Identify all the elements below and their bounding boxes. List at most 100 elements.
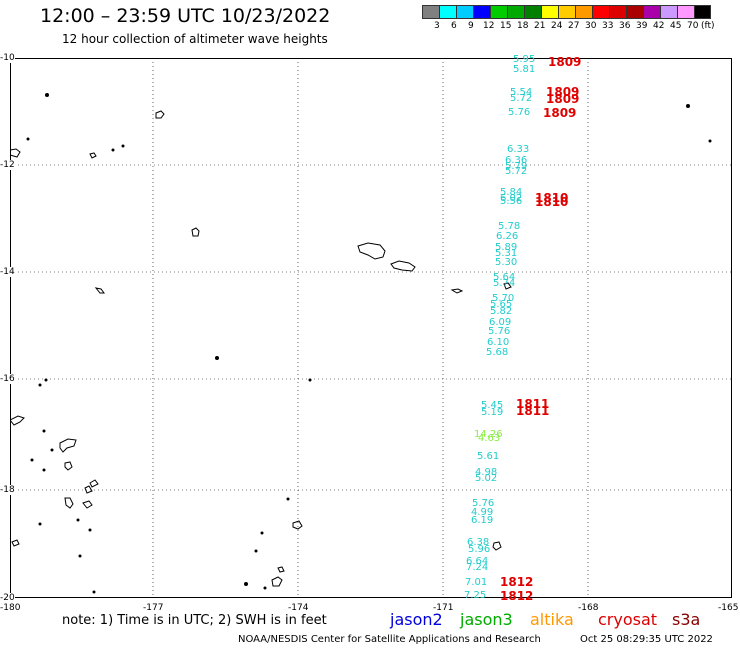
wave-height-value: 5.76 <box>508 107 531 118</box>
footer: NOAA/NESDIS Center for Satellite Applica… <box>238 634 713 645</box>
legend-label: 30 <box>585 21 597 31</box>
wave-height-value: 5.70 <box>492 293 515 304</box>
wave-height-value: 5.79 <box>505 161 528 172</box>
islet <box>708 139 712 143</box>
islet <box>88 528 92 532</box>
wave-height-value: 7.01 <box>465 577 488 588</box>
islet <box>254 549 258 553</box>
legend-swatch <box>541 5 558 19</box>
islet <box>286 497 290 501</box>
wave-height-value: 5.95 <box>513 54 536 65</box>
x-tick-label: -165 <box>718 603 739 613</box>
x-tick-label: -177 <box>143 603 164 613</box>
legend-swatch <box>677 5 694 19</box>
chart-title: 12:00 – 23:59 UTC 10/23/2022 <box>40 5 331 27</box>
islet <box>38 522 42 526</box>
y-tick-label: -16 <box>0 374 15 384</box>
legend-swatch <box>524 5 541 19</box>
island-outline <box>503 282 512 290</box>
pass-time-label: 1812 <box>500 575 534 589</box>
island-outline <box>82 500 93 509</box>
wave-height-value: 5.76 <box>488 326 511 337</box>
island-outline <box>89 152 97 159</box>
wave-height-value: 6.33 <box>507 144 530 155</box>
x-tick-label: -174 <box>288 603 309 613</box>
wave-height-value: 6.10 <box>487 337 510 348</box>
wave-height-value: 5.72 <box>505 166 528 177</box>
islet <box>78 554 82 558</box>
x-tick-label: -180 <box>0 603 21 613</box>
islet <box>50 448 54 452</box>
legend-label: 18 <box>517 21 529 31</box>
wave-height-value: 5.64 <box>493 272 516 283</box>
islet <box>38 383 42 387</box>
x-tick-label: -168 <box>578 603 599 613</box>
island-outline <box>271 576 283 587</box>
island-outline <box>64 461 73 471</box>
island-outline <box>357 242 386 260</box>
wave-height-value: 6.64 <box>466 556 489 567</box>
pass-time-label: 1809 <box>548 55 582 69</box>
satellite-key-altika: altika <box>530 610 574 629</box>
island-outline <box>84 485 93 494</box>
islet <box>263 586 267 590</box>
satellite-key-cryosat: cryosat <box>598 610 658 629</box>
pass-time-label: 1811 <box>516 397 550 411</box>
wave-height-value: 6.38 <box>467 537 490 548</box>
wave-height-value: 5.72 <box>510 93 533 104</box>
islet <box>42 429 46 433</box>
islet <box>308 378 312 382</box>
wave-height-value: 5.89 <box>495 242 518 253</box>
islet <box>30 458 34 462</box>
islet <box>244 582 248 586</box>
y-tick-label: -12 <box>0 160 15 170</box>
legend-swatch <box>558 5 575 19</box>
units-note: note: 1) Time is in UTC; 2) SWH is in fe… <box>62 613 327 628</box>
islet <box>44 378 48 382</box>
map-plot-area <box>10 58 732 598</box>
wave-height-value: 7.24 <box>466 562 489 573</box>
wave-height-value: 5.54 <box>510 87 533 98</box>
island-outline <box>59 438 77 453</box>
legend-swatch <box>626 5 643 19</box>
color-scale-legend <box>422 5 711 19</box>
island-outline <box>89 479 99 488</box>
legend-label: 9 <box>468 21 474 31</box>
coastlines <box>10 110 512 587</box>
wave-height-value: 5.19 <box>481 407 504 418</box>
legend-swatch <box>643 5 660 19</box>
wave-height-value: 5.56 <box>500 196 523 207</box>
island-outline <box>450 288 464 294</box>
legend-swatch <box>456 5 473 19</box>
satellite-key-jason3: jason3 <box>460 610 513 629</box>
legend-swatch <box>507 5 524 19</box>
graticule <box>10 58 732 598</box>
wave-height-value: 4.63 <box>478 433 501 444</box>
legend-swatch <box>660 5 677 19</box>
wave-height-value: 5.31 <box>495 248 518 259</box>
wave-height-value: 5.84 <box>500 187 523 198</box>
wave-height-value: 5.76 <box>472 498 495 509</box>
legend-swatch <box>575 5 592 19</box>
islet <box>121 144 125 148</box>
island-outline <box>390 260 416 272</box>
island-outline <box>94 287 105 294</box>
y-tick-label: -14 <box>0 267 15 277</box>
legend-label: 24 <box>551 21 563 31</box>
map-canvas <box>10 58 732 598</box>
legend-label: 27 <box>568 21 580 31</box>
island-outline <box>10 148 21 158</box>
islet <box>92 590 96 594</box>
satellite-key-jason2: jason2 <box>390 610 443 629</box>
wave-height-value: 5.61 <box>477 451 500 462</box>
wave-height-value: 5.74 <box>493 278 516 289</box>
islet <box>45 93 49 97</box>
legend-label: 12 <box>483 21 495 31</box>
legend-swatch <box>694 5 711 19</box>
islet <box>215 356 219 360</box>
wave-height-value: 4.98 <box>475 467 498 478</box>
island-outline <box>277 566 285 573</box>
legend-label: 39 <box>636 21 648 31</box>
footer-credit: NOAA/NESDIS Center for Satellite Applica… <box>238 634 541 645</box>
wave-height-value: 5.82 <box>490 306 513 317</box>
